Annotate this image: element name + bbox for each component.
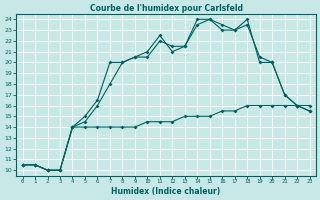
X-axis label: Humidex (Indice chaleur): Humidex (Indice chaleur) bbox=[111, 187, 221, 196]
Title: Courbe de l'humidex pour Carlsfeld: Courbe de l'humidex pour Carlsfeld bbox=[90, 4, 243, 13]
